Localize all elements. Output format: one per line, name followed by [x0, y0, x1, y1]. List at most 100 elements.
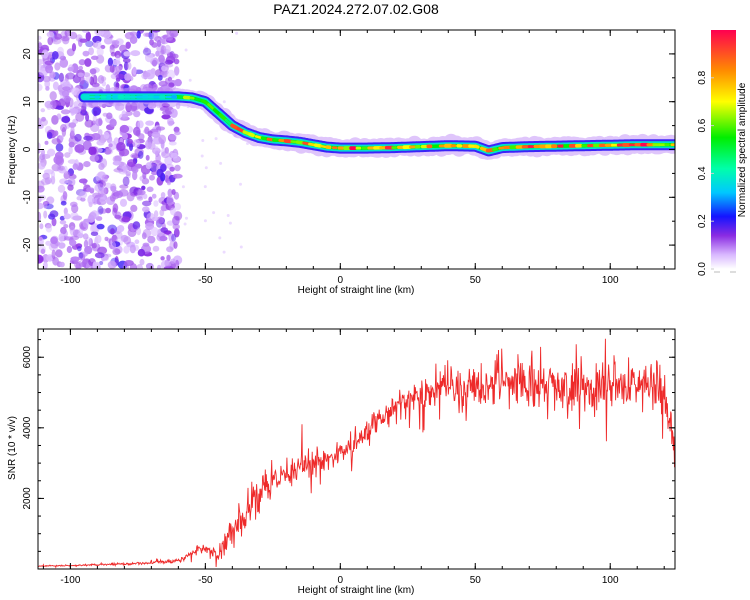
noise-blob [77, 246, 82, 252]
noise-blob [69, 108, 79, 114]
noise-blob [163, 266, 174, 269]
noise-blob [111, 241, 117, 251]
y-tick-label: -20 [22, 237, 33, 252]
noise-blob [123, 245, 130, 254]
noise-blob [122, 176, 130, 186]
noise-blob [95, 234, 102, 244]
noise-blob [78, 253, 86, 261]
snr-axes: -100 -50 0 50 100 2000 4000 6000 [22, 329, 675, 586]
snr-panel: -100 -50 0 50 100 2000 4000 6000 Height of stra… [7, 328, 676, 596]
noise-blob [90, 55, 99, 60]
noise-blob [72, 163, 79, 170]
noise-blob [157, 74, 163, 81]
noise-blob [40, 44, 49, 52]
noise-blob [92, 261, 97, 269]
noise-blob [142, 193, 148, 200]
noise-blob [137, 150, 144, 159]
noise-blob [113, 168, 124, 173]
noise-blob [134, 239, 140, 244]
noise-blob [55, 156, 65, 166]
noise-blob [38, 117, 42, 126]
noise-blob [156, 59, 166, 66]
noise-blob [161, 38, 166, 45]
noise-blob [87, 214, 95, 223]
noise-blob [40, 248, 46, 255]
noise-blob [79, 191, 88, 199]
noise-blob [88, 146, 97, 156]
noise-blob [167, 188, 173, 198]
snr-series-line [38, 338, 675, 569]
noise-blob [69, 225, 76, 236]
y-tick-label: 4000 [22, 416, 33, 439]
noise-blob [38, 83, 43, 92]
noise-blob [38, 211, 42, 222]
snr-plot-area [38, 338, 675, 569]
noise-blob [132, 170, 138, 181]
noise-blob [98, 117, 103, 126]
noise-blob [109, 228, 116, 234]
noise-blob [112, 155, 122, 163]
noise-blob [38, 142, 41, 150]
noise-blob [83, 239, 89, 249]
ridge-peak [313, 143, 322, 148]
noise-blob [166, 181, 171, 186]
noise-blob [95, 118, 103, 127]
noise-blob [75, 112, 85, 122]
noise-blob [109, 194, 116, 202]
noise-blob [160, 192, 166, 199]
noise-blob [38, 257, 43, 262]
noise-blob [89, 154, 100, 162]
noise-blob [112, 160, 121, 166]
noise-blob [91, 82, 100, 88]
noise-blob [91, 133, 101, 141]
noise-blob [111, 234, 118, 244]
noise-blob [49, 71, 56, 79]
colorbar-tick-label: 0.0 [697, 262, 708, 276]
noise-blob [43, 261, 48, 269]
noise-blob [100, 158, 108, 168]
noise-blob [130, 50, 141, 57]
noise-blobs [38, 30, 249, 269]
noise-blob [129, 142, 133, 152]
noise-blob [97, 205, 104, 215]
noise-blob [121, 113, 129, 120]
noise-blob [69, 239, 77, 247]
noise-blob [47, 54, 53, 62]
noise-blob [173, 241, 178, 249]
spectrogram-y-axis-label: Frequency (Hz) [7, 116, 18, 185]
noise-blob [38, 42, 43, 49]
noise-blob [77, 72, 84, 78]
noise-blob [98, 208, 108, 214]
noise-blob [58, 98, 66, 108]
noise-blob [63, 213, 71, 220]
noise-blob [58, 72, 64, 82]
noise-blob [51, 217, 57, 227]
spectrogram-x-axis-label: Height of straight line (km) [298, 285, 415, 296]
noise-blob [57, 184, 66, 193]
noise-blob [125, 171, 131, 177]
ridge-peak [308, 142, 316, 147]
y-tick-label: -10 [22, 190, 33, 205]
noise-blob [47, 36, 53, 46]
ridge-band [75, 85, 675, 160]
noise-blob [94, 41, 102, 49]
noise-blob [50, 100, 59, 106]
noise-blob [80, 197, 86, 202]
noise-blob [68, 64, 74, 73]
noise-blob [117, 225, 125, 233]
noise-blob [46, 131, 53, 140]
ridge-peak [474, 144, 480, 149]
x-tick-label: 0 [338, 275, 344, 286]
noise-blob [58, 233, 65, 242]
noise-blob [38, 185, 45, 193]
noise-blob [42, 172, 50, 180]
noise-blob [144, 126, 150, 135]
noise-blob [146, 212, 155, 222]
noise-blob [166, 196, 174, 206]
noise-blob [160, 227, 168, 233]
ridge-peak [212, 108, 221, 116]
noise-blob [153, 200, 159, 207]
noise-blob [38, 35, 42, 41]
